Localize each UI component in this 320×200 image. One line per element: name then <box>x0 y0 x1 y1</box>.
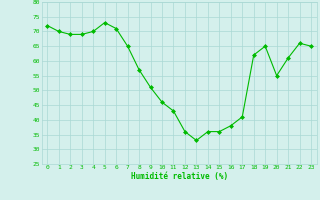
X-axis label: Humidité relative (%): Humidité relative (%) <box>131 172 228 181</box>
